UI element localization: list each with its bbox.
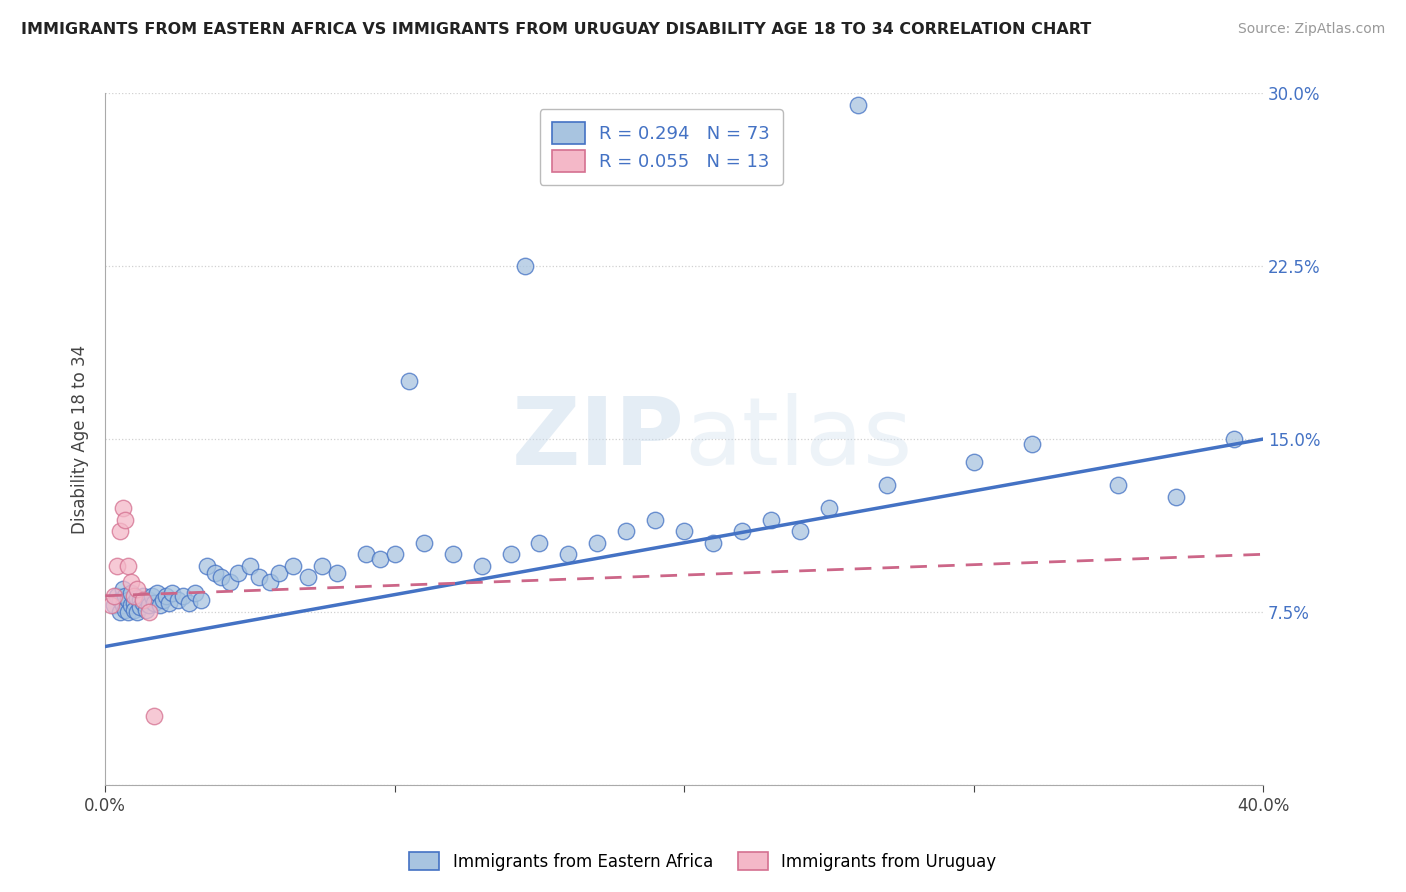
Point [152,593,174,607]
Point [267,566,290,580]
Point [132,596,155,610]
Point [818,501,841,516]
Point [125,591,148,605]
Point [529,535,551,549]
Point [326,566,349,580]
Point [963,455,986,469]
Point [122,602,145,616]
Point [1223,432,1246,446]
Point [283,558,305,573]
Point [179,596,201,610]
Point [138,593,160,607]
Point [132,593,155,607]
Point [149,598,172,612]
Point [228,566,250,580]
Point [160,586,183,600]
Point [586,535,609,549]
Point [759,513,782,527]
Point [129,593,152,607]
Point [125,582,148,596]
Point [1021,436,1043,450]
Point [499,547,522,561]
Point [644,513,666,527]
Point [103,589,125,603]
Point [513,259,536,273]
Point [1107,478,1129,492]
Point [239,558,262,573]
Text: ZIP: ZIP [512,393,685,485]
Point [702,535,724,549]
Point [143,596,166,610]
Point [105,558,128,573]
Point [673,524,696,539]
Point [129,600,152,615]
Point [259,574,281,589]
Point [384,547,406,561]
Point [1166,490,1188,504]
Point [114,513,136,527]
Point [108,524,131,539]
Text: IMMIGRANTS FROM EASTERN AFRICA VS IMMIGRANTS FROM URUGUAY DISABILITY AGE 18 TO 3: IMMIGRANTS FROM EASTERN AFRICA VS IMMIGR… [21,22,1091,37]
Point [114,602,136,616]
Point [297,570,319,584]
Point [204,566,226,580]
Legend: Immigrants from Eastern Africa, Immigrants from Uruguay: Immigrants from Eastern Africa, Immigran… [401,844,1005,880]
Point [155,589,177,603]
Point [120,586,142,600]
Point [108,605,131,619]
Point [143,708,166,723]
Point [557,547,579,561]
Text: Source: ZipAtlas.com: Source: ZipAtlas.com [1237,22,1385,37]
Point [100,598,122,612]
Point [103,598,125,612]
Point [184,586,207,600]
Point [117,593,139,607]
Point [441,547,464,561]
Point [105,589,128,603]
Point [117,605,139,619]
Point [117,558,139,573]
Legend: R = 0.294   N = 73, R = 0.055   N = 13: R = 0.294 N = 73, R = 0.055 N = 13 [540,110,783,185]
Point [172,589,194,603]
Point [122,596,145,610]
Point [412,535,434,549]
Point [846,98,869,112]
Point [108,593,131,607]
Point [138,598,160,612]
Point [218,574,240,589]
Point [111,501,134,516]
Point [166,593,188,607]
Point [209,570,232,584]
Point [190,593,212,607]
Point [120,574,142,589]
Text: atlas: atlas [685,393,912,485]
Point [876,478,898,492]
Point [398,375,420,389]
Point [157,596,180,610]
Point [114,589,136,603]
Point [311,558,333,573]
Point [247,570,270,584]
Point [146,586,169,600]
Point [120,598,142,612]
Point [132,589,155,603]
Point [135,602,157,616]
Point [122,589,145,603]
Y-axis label: Disability Age 18 to 34: Disability Age 18 to 34 [72,344,89,533]
Point [111,598,134,612]
Point [354,547,377,561]
Point [111,582,134,596]
Point [731,524,754,539]
Point [125,605,148,619]
Point [789,524,811,539]
Point [614,524,637,539]
Point [141,589,163,603]
Point [471,558,494,573]
Point [195,558,218,573]
Point [138,605,160,619]
Point [368,552,391,566]
